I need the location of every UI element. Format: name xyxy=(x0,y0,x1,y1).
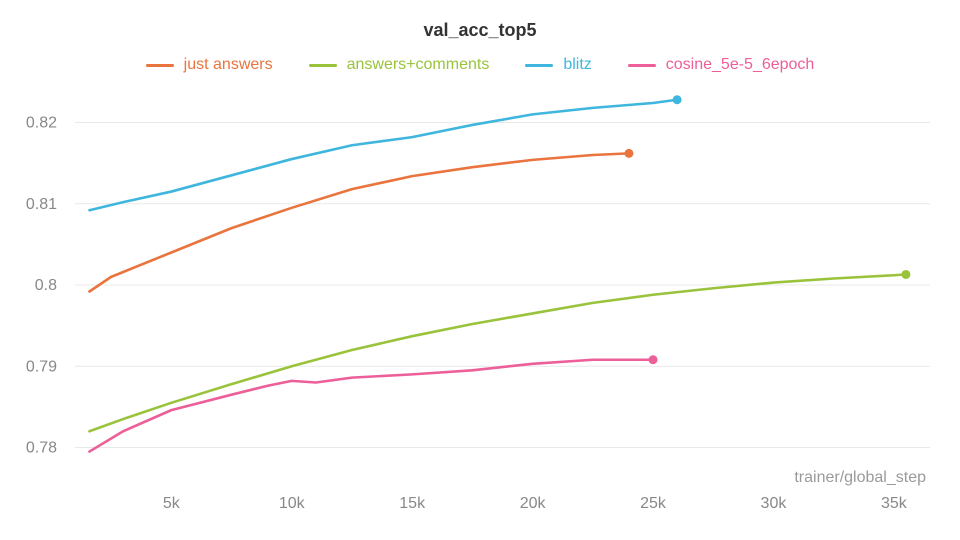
svg-text:25k: 25k xyxy=(640,495,667,512)
x-axis-ticks: 5k 10k 15k 20k 25k 30k 35k xyxy=(163,495,908,512)
svg-text:35k: 35k xyxy=(881,495,908,512)
series-end-marker-blitz xyxy=(673,95,682,104)
series-end-marker-answers+comments xyxy=(901,270,910,279)
series-end-marker-cosine_5e-5_6epoch xyxy=(649,355,658,364)
svg-text:0.8: 0.8 xyxy=(35,277,57,294)
svg-text:0.82: 0.82 xyxy=(26,115,57,132)
series-line-just answers xyxy=(89,153,628,291)
svg-text:10k: 10k xyxy=(279,495,306,512)
chart-container: val_acc_top5 just answers answers+commen… xyxy=(0,0,960,540)
series-end-marker-just answers xyxy=(624,149,633,158)
series-line-answers+comments xyxy=(89,274,905,431)
svg-text:5k: 5k xyxy=(163,495,181,512)
plot-svg: 0.78 0.79 0.8 0.81 0.82 5k 10k 15k 20k 25k 30k 35k… xyxy=(0,0,960,540)
grid-y xyxy=(75,123,930,448)
y-axis-ticks: 0.78 0.79 0.8 0.81 0.82 xyxy=(26,115,57,457)
svg-text:0.81: 0.81 xyxy=(26,196,57,213)
svg-text:0.79: 0.79 xyxy=(26,358,57,375)
svg-text:30k: 30k xyxy=(761,495,788,512)
series-group xyxy=(89,95,910,451)
series-line-cosine_5e-5_6epoch xyxy=(89,360,653,452)
x-axis-label: trainer/global_step xyxy=(794,469,926,486)
svg-text:20k: 20k xyxy=(520,495,547,512)
svg-text:15k: 15k xyxy=(399,495,426,512)
svg-text:0.78: 0.78 xyxy=(26,440,57,457)
